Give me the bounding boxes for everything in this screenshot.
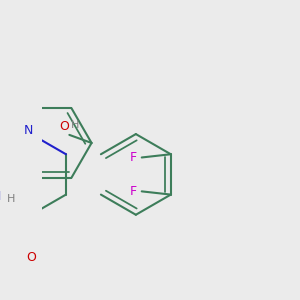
- Text: H: H: [7, 194, 15, 204]
- Text: H: H: [71, 120, 80, 130]
- Text: O: O: [60, 120, 70, 134]
- Text: F: F: [130, 185, 137, 198]
- Text: O: O: [26, 250, 36, 263]
- Text: F: F: [130, 151, 137, 164]
- Text: N: N: [0, 190, 1, 203]
- Text: N: N: [24, 124, 34, 137]
